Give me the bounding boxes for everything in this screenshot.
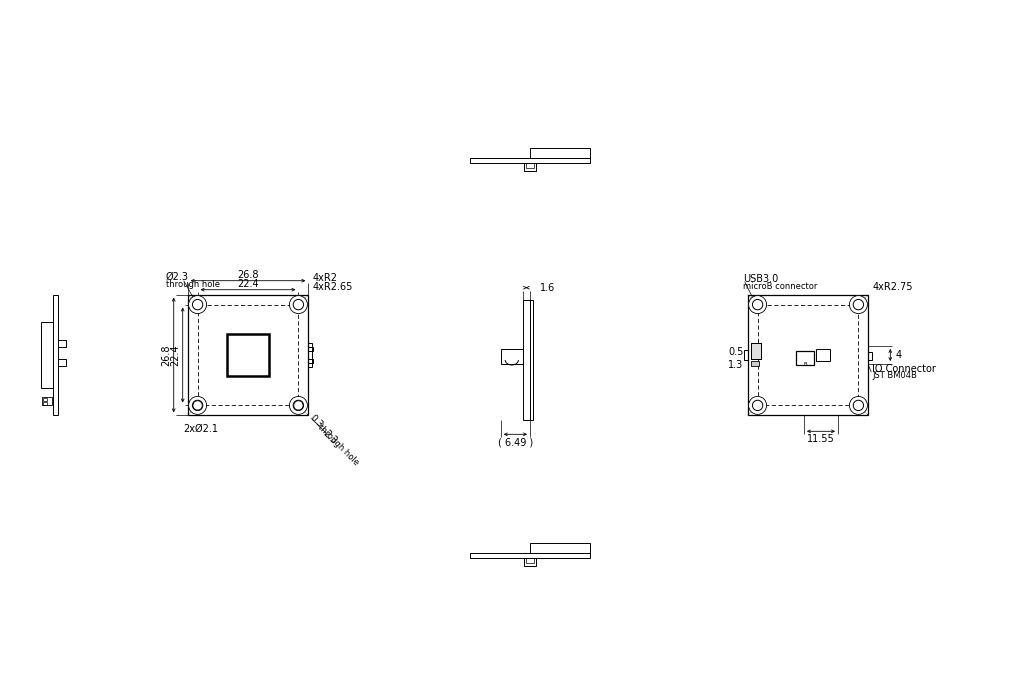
Bar — [42, 398, 46, 401]
Bar — [530, 542, 590, 552]
Text: JST BM04B: JST BM04B — [872, 372, 917, 381]
Bar — [530, 148, 590, 158]
Text: 0.5: 0.5 — [728, 347, 744, 357]
Text: 4: 4 — [895, 350, 901, 360]
Bar — [58, 340, 66, 347]
Bar — [530, 300, 533, 420]
Bar — [187, 295, 308, 415]
Bar — [42, 402, 46, 405]
Text: through hole: through hole — [166, 280, 219, 289]
Text: 11.55: 11.55 — [808, 434, 835, 444]
Bar — [40, 322, 53, 388]
Text: 4xR2: 4xR2 — [312, 273, 337, 283]
Circle shape — [289, 295, 307, 314]
Bar — [58, 359, 66, 366]
Circle shape — [193, 300, 203, 310]
Circle shape — [294, 400, 304, 411]
Bar — [524, 557, 536, 566]
Text: 2.3: 2.3 — [321, 428, 339, 447]
Text: USB3.0: USB3.0 — [743, 274, 778, 284]
Bar — [751, 343, 761, 359]
Bar — [526, 162, 534, 167]
Text: 22.4: 22.4 — [171, 344, 180, 366]
Text: 4xR2.65: 4xR2.65 — [312, 281, 352, 292]
Circle shape — [853, 300, 863, 310]
Text: 26.8: 26.8 — [237, 270, 259, 280]
Bar — [470, 158, 590, 162]
Text: 1.6: 1.6 — [540, 283, 555, 293]
Text: microB connector: microB connector — [743, 282, 817, 291]
Bar — [751, 343, 761, 359]
Bar — [744, 350, 748, 360]
Circle shape — [850, 295, 867, 314]
Text: through hole: through hole — [316, 423, 360, 468]
Bar — [470, 552, 590, 557]
Circle shape — [289, 396, 307, 414]
Text: 26.8: 26.8 — [162, 344, 172, 365]
Text: 0.3: 0.3 — [308, 413, 324, 430]
Circle shape — [753, 300, 763, 310]
Circle shape — [294, 400, 303, 410]
Circle shape — [193, 400, 202, 410]
Text: IO Connector: IO Connector — [872, 364, 936, 374]
Text: 2xØ2.1: 2xØ2.1 — [183, 424, 218, 433]
Bar — [868, 352, 872, 360]
Circle shape — [749, 396, 766, 414]
Text: 4xR2.75: 4xR2.75 — [872, 281, 913, 292]
Bar — [748, 295, 868, 415]
Circle shape — [193, 400, 203, 411]
Circle shape — [753, 400, 763, 411]
Circle shape — [853, 400, 863, 411]
Text: Ø2.3: Ø2.3 — [166, 272, 188, 281]
Bar — [41, 398, 52, 405]
Bar — [796, 351, 814, 365]
Bar — [53, 295, 58, 415]
Circle shape — [749, 295, 766, 314]
Bar — [758, 304, 858, 405]
Bar — [308, 347, 313, 351]
Text: ( 6.49 ): ( 6.49 ) — [497, 438, 533, 447]
Bar — [526, 557, 534, 563]
Bar — [308, 343, 312, 367]
Text: B: B — [803, 363, 806, 368]
Bar — [198, 304, 299, 405]
Bar — [523, 300, 530, 420]
Circle shape — [850, 396, 867, 414]
Text: 1.3: 1.3 — [728, 360, 744, 370]
Circle shape — [294, 300, 304, 310]
Bar — [751, 361, 759, 366]
Circle shape — [188, 396, 207, 414]
Bar — [501, 349, 523, 363]
Bar — [227, 334, 270, 377]
Bar — [816, 349, 830, 361]
Bar — [308, 359, 313, 363]
Text: 22.4: 22.4 — [237, 279, 259, 288]
Circle shape — [188, 295, 207, 314]
Bar — [524, 162, 536, 171]
